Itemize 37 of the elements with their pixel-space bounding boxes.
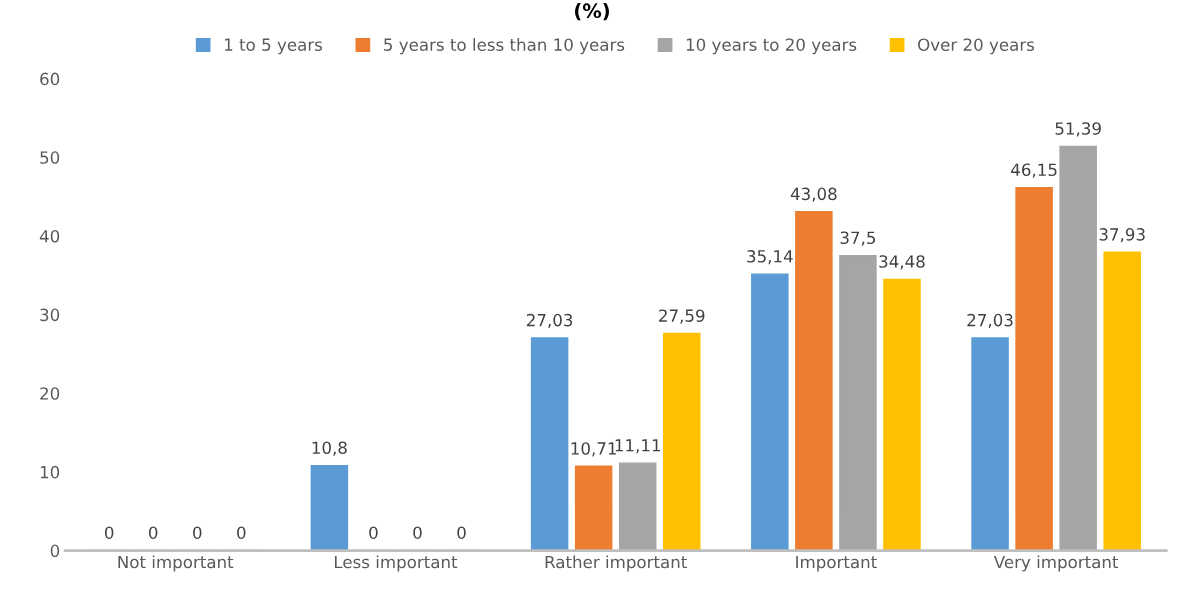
legend-label: 1 to 5 years — [224, 38, 323, 55]
legend-label: 5 years to less than 10 years — [384, 38, 625, 55]
y-tick-label: 40 — [39, 229, 60, 243]
data-label: 43,08 — [790, 187, 837, 202]
data-label: 0 — [104, 526, 114, 539]
y-tick-label: 50 — [40, 151, 60, 164]
data-label: 34,48 — [879, 255, 925, 270]
y-tick-label: 20 — [40, 387, 60, 400]
data-label: 27,03 — [967, 313, 1013, 329]
x-tick-label: Less important — [334, 555, 458, 572]
data-label: 0 — [193, 526, 202, 539]
legend-label: 10 years to 20 years — [686, 38, 857, 55]
x-tick-label: Important — [796, 555, 877, 572]
x-tick-label: Rather important — [545, 555, 687, 572]
data-label: 0 — [237, 526, 246, 539]
data-label: 0 — [369, 526, 378, 539]
data-label: 51,39 — [1055, 122, 1101, 137]
x-tick-label: Not important — [118, 555, 234, 572]
y-tick-label: 0 — [50, 544, 60, 558]
data-label: 35,14 — [747, 250, 793, 265]
y-tick-label: 60 — [40, 72, 60, 86]
y-tick-label: 30 — [40, 308, 60, 322]
data-label: 0 — [149, 526, 158, 539]
data-label: 0 — [457, 526, 466, 539]
chart-title: (%) — [575, 3, 609, 21]
legend-label: Over 20 years — [918, 38, 1035, 55]
data-label: 10,71 — [571, 442, 616, 457]
data-label: 0 — [413, 526, 422, 539]
data-label: 27,03 — [526, 313, 573, 329]
x-tick-label: Very important — [993, 555, 1119, 572]
data-label: 37,93 — [1099, 228, 1145, 243]
data-label: 11,11 — [615, 439, 661, 454]
data-label: 46,15 — [1011, 163, 1057, 178]
data-label: 27,59 — [659, 309, 705, 324]
y-tick-label: 10 — [40, 465, 60, 479]
data-label: 37,5 — [840, 231, 876, 246]
data-label: 10,8 — [312, 441, 347, 456]
